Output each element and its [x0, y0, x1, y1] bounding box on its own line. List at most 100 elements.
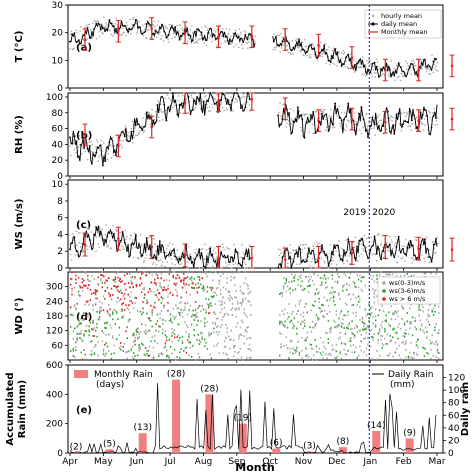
hourly-point: [315, 51, 317, 53]
wd-point: [126, 326, 128, 329]
wd-point: [368, 319, 370, 322]
hourly-point: [390, 115, 393, 117]
wd-point: [392, 313, 394, 316]
daily-mean-point: [158, 240, 161, 243]
wd-point: [118, 334, 121, 336]
hourly-point: [409, 125, 412, 128]
wd-point: [150, 290, 152, 293]
wd-point: [426, 352, 428, 354]
daily-mean-point: [391, 72, 393, 75]
wd-point: [188, 308, 190, 311]
wd-point: [180, 296, 182, 299]
wd-point: [371, 335, 373, 338]
daily-mean-point: [358, 239, 361, 242]
hourly-point: [186, 261, 189, 263]
wd-point: [135, 328, 138, 331]
wd-point: [369, 307, 372, 310]
wd-point: [138, 335, 140, 338]
wd-point-strong: [96, 289, 98, 292]
wd-point: [226, 327, 228, 330]
wd-point: [118, 279, 121, 282]
hourly-point: [343, 112, 346, 114]
hourly-point: [241, 47, 244, 50]
daily-mean-point: [93, 28, 96, 30]
wd-point: [167, 284, 169, 287]
daily-mean-point: [130, 243, 133, 246]
wd-point: [102, 332, 105, 334]
wd-point: [377, 314, 380, 317]
wd-point: [374, 324, 377, 326]
hourly-point: [319, 113, 321, 115]
hourly-point: [133, 26, 136, 28]
wd-point: [75, 307, 77, 310]
wd-point: [307, 291, 310, 294]
wd-point: [382, 310, 385, 312]
wd-point: [432, 314, 435, 316]
hourly-point: [277, 34, 279, 37]
hourly-point: [431, 54, 433, 57]
wd-point: [164, 345, 167, 348]
wd-point: [121, 310, 123, 312]
wd-point-strong: [196, 291, 199, 294]
hourly-point: [132, 16, 135, 19]
wd-point: [328, 352, 331, 355]
hourly-point: [305, 243, 307, 246]
wd-point: [318, 347, 320, 350]
hourly-point: [226, 108, 229, 111]
wd-point-strong: [211, 286, 213, 289]
wd-point: [332, 290, 335, 293]
panel-rain: Apr May Jun Jul Aug Sep Oct Nov Dec Jan Feb Mar0200…: [46, 361, 446, 467]
x-tick-label: May: [94, 457, 113, 467]
daily-mean-point: [410, 63, 413, 65]
wd-point: [172, 331, 174, 334]
panel-frame: [67, 4, 444, 89]
wd-point: [184, 302, 186, 305]
daily-mean-point: [161, 244, 163, 247]
daily-mean-point: [347, 102, 350, 105]
y-tick-label: 30: [52, 1, 64, 11]
wd-point: [154, 278, 156, 281]
wd-point: [133, 332, 135, 335]
hourly-point: [133, 136, 136, 139]
hourly-point: [81, 152, 84, 155]
wd-point: [208, 312, 210, 315]
wd-point: [334, 291, 336, 293]
wd-point: [330, 326, 332, 329]
wd-point: [196, 316, 198, 318]
hourly-point: [376, 116, 379, 118]
hourly-point: [340, 247, 343, 249]
hourly-point: [349, 53, 352, 56]
wd-point: [361, 290, 364, 293]
wd-point: [385, 314, 387, 317]
wd-point: [88, 334, 90, 337]
wd-point: [374, 308, 377, 311]
wd-point: [200, 283, 202, 286]
wd-point: [138, 347, 140, 350]
wd-point: [373, 290, 376, 293]
wd-point: [171, 335, 173, 337]
wd-point: [177, 339, 180, 342]
wd-point: [130, 347, 132, 350]
wd-point: [204, 345, 206, 348]
wd-point: [92, 304, 94, 307]
daily-mean-point: [338, 117, 341, 119]
x-tick-label: Mar: [429, 457, 446, 467]
wd-point: [434, 310, 436, 313]
wd-point: [380, 323, 382, 326]
wd-point: [101, 302, 103, 305]
wd-point: [280, 320, 282, 323]
monthly-mean-point: [283, 258, 287, 261]
daily-mean-point: [364, 71, 367, 73]
hourly-point: [224, 93, 227, 96]
daily-mean-point: [393, 256, 396, 259]
hourly-point: [427, 67, 429, 70]
wd-point: [336, 355, 339, 358]
daily-mean-point: [296, 255, 299, 258]
hourly-point: [174, 264, 176, 266]
hourly-point: [214, 30, 217, 33]
hourly-point: [71, 143, 74, 146]
wd-point: [236, 322, 239, 325]
hourly-point: [330, 263, 333, 265]
hourly-point: [69, 154, 72, 157]
hourly-point: [174, 104, 176, 107]
